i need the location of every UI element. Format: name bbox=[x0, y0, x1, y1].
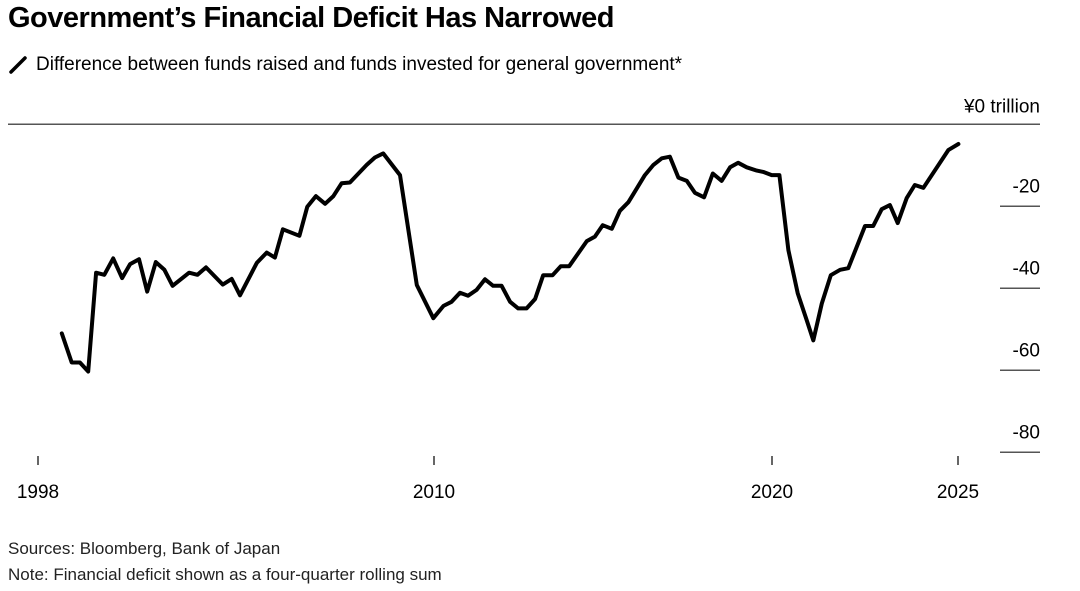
legend: Difference between funds raised and fund… bbox=[8, 54, 682, 76]
x-tick-label: 1998 bbox=[17, 482, 59, 503]
y-tick-label: -60 bbox=[1013, 340, 1040, 361]
y-tick-label: -40 bbox=[1013, 258, 1040, 279]
sources-note: Sources: Bloomberg, Bank of Japan bbox=[8, 539, 281, 558]
y-tick-label: -20 bbox=[1013, 176, 1040, 197]
x-tick-label: 2010 bbox=[413, 482, 455, 503]
y-tick-label: ¥0 trillion bbox=[963, 96, 1040, 117]
series-line bbox=[59, 142, 961, 374]
x-tick-label: 2025 bbox=[937, 482, 979, 503]
legend-line-icon bbox=[9, 56, 27, 74]
chart-title: Government’s Financial Deficit Has Narro… bbox=[8, 2, 614, 34]
footnote: Note: Financial deficit shown as a four-… bbox=[8, 565, 442, 584]
y-tick-label: -80 bbox=[1013, 422, 1040, 443]
x-tick-label: 2020 bbox=[751, 482, 793, 503]
legend-label: Difference between funds raised and fund… bbox=[36, 54, 683, 75]
